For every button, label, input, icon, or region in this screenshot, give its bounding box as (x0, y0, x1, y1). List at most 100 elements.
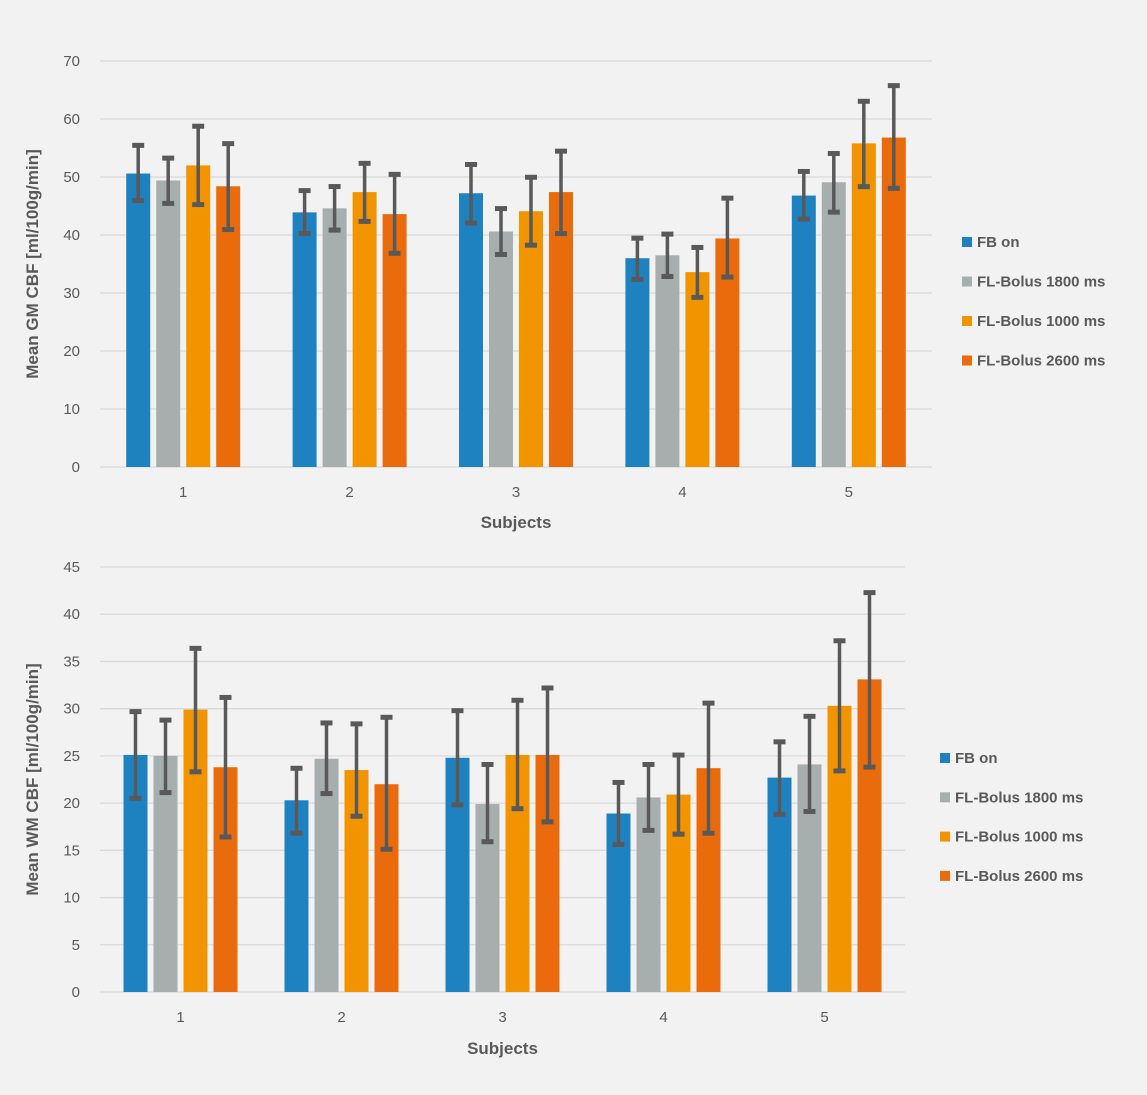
legend-item: FL-Bolus 2600 ms (962, 353, 1105, 370)
legend-label: FL-Bolus 2600 ms (977, 353, 1105, 370)
error-bar (857, 98, 870, 190)
error-bar (672, 752, 685, 837)
legend-item: FL-Bolus 1000 ms (962, 313, 1105, 330)
x-tick-label: 5 (820, 1009, 828, 1026)
error-bar (702, 700, 715, 836)
bar-fl-bolus-1800-ms (153, 755, 178, 992)
error-bar (797, 168, 810, 222)
bar-fb-on (459, 193, 483, 468)
y-tick-label: 40 (63, 227, 80, 244)
error-bar (511, 697, 524, 812)
legend-swatch (940, 831, 950, 842)
error-bar (129, 709, 142, 801)
error-bar (863, 590, 876, 770)
error-bar (350, 721, 363, 819)
error-bar (495, 206, 507, 257)
y-tick-label: 20 (63, 795, 80, 812)
y-tick-label: 0 (72, 459, 80, 476)
legend-swatch (940, 792, 950, 803)
legend-swatch (962, 276, 972, 287)
legend-swatch (962, 316, 972, 326)
error-bar (541, 685, 554, 825)
y-tick-label: 70 (63, 53, 80, 70)
x-tick-label: 2 (345, 484, 353, 501)
legend-swatch (962, 355, 972, 366)
error-bar (631, 235, 644, 282)
x-tick-label: 3 (498, 1009, 506, 1026)
y-tick-label: 20 (63, 343, 80, 360)
error-bar (192, 123, 205, 208)
y-tick-label: 35 (63, 653, 80, 670)
chart-1: 0 10 20 30 40 50 60 70 1 2 3 4 5 Subjects Mean GM CBF … (23, 53, 1105, 532)
error-bar (887, 83, 900, 191)
legend-item: FB on (940, 750, 998, 767)
error-bar (691, 244, 704, 300)
legend-swatch (940, 870, 950, 881)
bar-fl-bolus-1800-ms (156, 180, 181, 468)
y-tick-label: 30 (63, 701, 80, 718)
x-tick-label: 2 (337, 1009, 345, 1026)
x-tick-label: 3 (512, 484, 520, 501)
y-tick-label: 25 (63, 748, 80, 765)
error-bar (222, 141, 235, 233)
y-tick-label: 45 (63, 559, 80, 576)
error-bar (465, 162, 477, 226)
legend-label: FL-Bolus 2600 ms (955, 868, 1083, 885)
x-tick-label: 5 (845, 484, 853, 501)
bar-fl-bolus-2600-ms (881, 137, 906, 467)
error-bar (159, 717, 172, 796)
y-tick-label: 10 (63, 401, 80, 418)
legend-item: FL-Bolus 1000 ms (940, 829, 1083, 846)
bar-fl-bolus-1800-ms (314, 758, 339, 992)
error-bar (380, 714, 393, 852)
x-tick-label: 1 (176, 1009, 184, 1026)
x-tick-label: 4 (678, 484, 686, 501)
legend-label: FL-Bolus 1800 ms (955, 789, 1083, 806)
error-bar (290, 765, 303, 836)
legend-label: FL-Bolus 1000 ms (977, 313, 1105, 330)
x-axis-title: Subjects (481, 513, 552, 532)
error-bar (525, 174, 537, 248)
error-bar (721, 195, 734, 280)
legend-item: FB on (962, 234, 1020, 251)
bar-fl-bolus-2600-ms (382, 214, 407, 467)
bar-fb-on (292, 212, 317, 467)
bar-fl-bolus-2600-ms (216, 186, 241, 467)
error-bar (481, 762, 494, 845)
y-tick-label: 60 (63, 111, 80, 128)
error-bar (219, 694, 232, 840)
error-bar (298, 188, 311, 237)
bar-fb-on (126, 173, 151, 467)
legend-item: FL-Bolus 1800 ms (962, 274, 1105, 291)
x-tick-label: 1 (179, 484, 187, 501)
bar-fl-bolus-1000-ms (685, 272, 710, 467)
error-bar (388, 171, 401, 256)
error-bar (803, 713, 816, 814)
bar-fl-bolus-1800-ms (655, 255, 680, 467)
bar-fb-on (791, 195, 816, 467)
legend-item: FL-Bolus 2600 ms (940, 868, 1083, 885)
x-axis-title: Subjects (467, 1039, 538, 1058)
y-tick-label: 5 (72, 937, 80, 954)
legend-item: FL-Bolus 1800 ms (940, 789, 1083, 806)
bar-fl-bolus-1800-ms (821, 182, 846, 467)
legend-swatch (962, 237, 972, 247)
error-bar (555, 148, 567, 237)
bar-fl-bolus-1800-ms (489, 231, 513, 467)
error-bar (833, 638, 846, 774)
y-tick-label: 40 (63, 606, 80, 623)
legend: FB on FL-Bolus 1800 ms FL-Bolus 1000 ms FL-… (940, 750, 1083, 885)
legend-label: FL-Bolus 1000 ms (955, 829, 1083, 846)
error-bar (642, 762, 655, 833)
y-tick-label: 0 (72, 984, 80, 1001)
y-tick-label: 50 (63, 169, 80, 186)
x-tick-label: 4 (659, 1009, 667, 1026)
error-bar (132, 142, 145, 204)
legend-label: FL-Bolus 1800 ms (977, 274, 1105, 291)
y-axis-title: Mean GM CBF [ml/100g/min] (23, 149, 42, 379)
error-bar (451, 708, 464, 808)
error-bar (773, 739, 786, 817)
bar-fl-bolus-1000-ms (519, 211, 543, 467)
